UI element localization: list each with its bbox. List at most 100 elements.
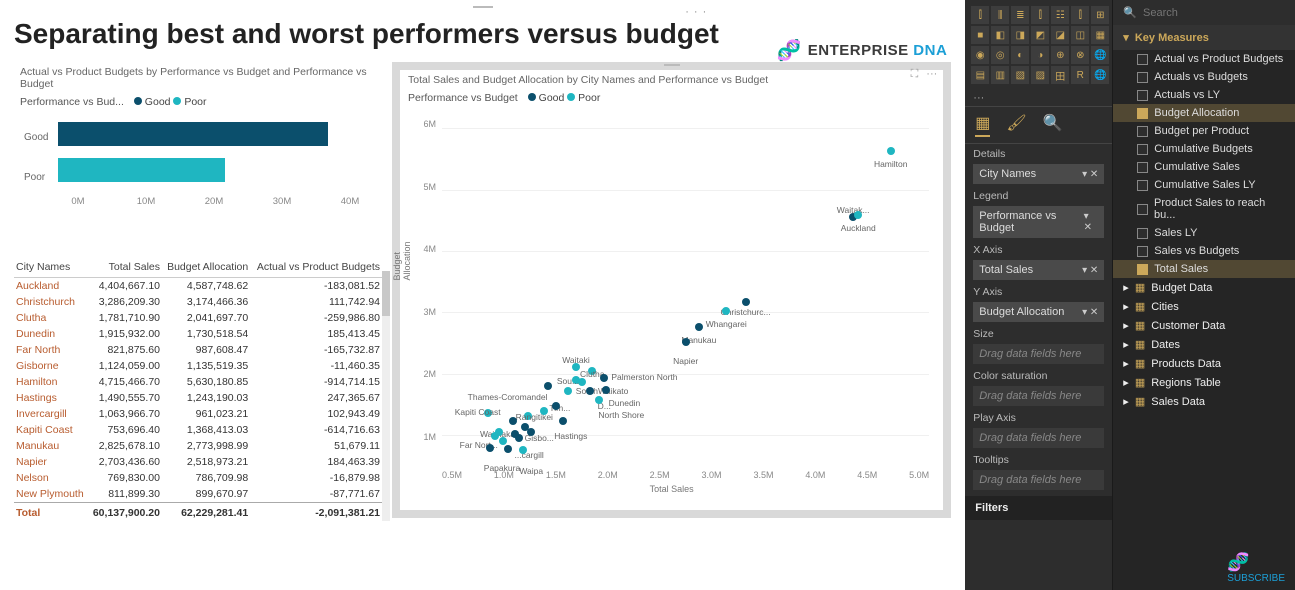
analytics-tab-icon[interactable]: 🔍	[1043, 113, 1063, 137]
table-row[interactable]: Far North821,875.60987,608.47-165,732.87	[14, 342, 382, 358]
scatter-point[interactable]	[511, 430, 519, 438]
viz-type-icon[interactable]: ≣	[1011, 6, 1029, 24]
viz-type-icon[interactable]: ▦	[1091, 26, 1109, 44]
scatter-point[interactable]	[602, 386, 610, 394]
table-row[interactable]: Nelson769,830.00786,709.98-16,879.98	[14, 470, 382, 486]
scatter-point[interactable]	[742, 298, 750, 306]
well-size[interactable]: Drag data fields here	[973, 344, 1104, 364]
field-measure[interactable]: Actuals vs LY	[1113, 86, 1295, 104]
field-measure[interactable]: Cumulative Sales LY	[1113, 176, 1295, 194]
viz-type-icon[interactable]: ⫿	[1031, 6, 1049, 24]
scatter-point[interactable]	[509, 417, 517, 425]
scatter-point[interactable]	[682, 338, 690, 346]
field-measure[interactable]: Actuals vs Budgets	[1113, 68, 1295, 86]
scatter-more-icon[interactable]: ···	[926, 68, 937, 81]
scatter-point[interactable]	[600, 374, 608, 382]
scatter-point[interactable]	[499, 437, 507, 445]
scatter-point[interactable]	[695, 323, 703, 331]
field-table[interactable]: ▸ ▦ Products Data	[1113, 354, 1295, 373]
table-scrollbar[interactable]	[382, 271, 390, 521]
viz-type-icon[interactable]: R	[1071, 66, 1089, 84]
field-measure[interactable]: Cumulative Budgets	[1113, 140, 1295, 158]
scatter-point[interactable]	[564, 387, 572, 395]
viz-type-icon[interactable]: ◫	[1071, 26, 1089, 44]
table-row[interactable]: Hamilton4,715,466.705,630,180.85-914,714…	[14, 374, 382, 390]
well-details[interactable]: City Names▾ ✕	[973, 164, 1104, 184]
viz-type-icon[interactable]: ⫿	[971, 6, 989, 24]
field-table[interactable]: ▸ ▦ Regions Table	[1113, 373, 1295, 392]
viz-type-icon[interactable]: ☷	[1051, 6, 1069, 24]
field-table[interactable]: ▸ ▦ Customer Data	[1113, 316, 1295, 335]
viz-type-icon[interactable]: ▧	[1011, 66, 1029, 84]
scatter-point[interactable]	[495, 428, 503, 436]
viz-type-icon[interactable]: ▨	[1031, 66, 1049, 84]
filters-header[interactable]: Filters	[965, 496, 1112, 520]
viz-type-icon[interactable]: ■	[971, 26, 989, 44]
scatter-chart-card[interactable]: ⛶ ··· Total Sales and Budget Allocation …	[392, 62, 951, 518]
field-table[interactable]: ▸ ▦ Budget Data	[1113, 278, 1295, 297]
scatter-point[interactable]	[559, 417, 567, 425]
viz-more-icon[interactable]: ···	[965, 90, 1112, 106]
table-card[interactable]: City NamesTotal SalesBudget AllocationAc…	[14, 257, 382, 521]
field-measure[interactable]: Budget Allocation	[1113, 104, 1295, 122]
well-tooltips[interactable]: Drag data fields here	[973, 470, 1104, 490]
viz-type-icon[interactable]: 🌐	[1091, 46, 1109, 64]
viz-type-icon[interactable]: ⫼	[991, 6, 1009, 24]
viz-type-icon[interactable]: ◉	[971, 46, 989, 64]
viz-type-icon[interactable]: ⊕	[1051, 46, 1069, 64]
bar-poor[interactable]	[58, 158, 225, 182]
table-row[interactable]: Napier2,703,436.602,518,973.21184,463.39	[14, 454, 382, 470]
scatter-point[interactable]	[504, 445, 512, 453]
table-row[interactable]: Auckland4,404,667.104,587,748.62-183,081…	[14, 278, 382, 295]
table-header[interactable]: Total Sales	[88, 257, 162, 278]
viz-type-icon[interactable]: ◑	[1031, 46, 1049, 64]
table-row[interactable]: Hastings1,490,555.701,243,190.03247,365.…	[14, 390, 382, 406]
field-measure[interactable]: Product Sales to reach bu...	[1113, 194, 1295, 224]
table-row[interactable]: Invercargill1,063,966.70961,023.21102,94…	[14, 406, 382, 422]
table-row[interactable]: Kapiti Coast753,696.401,368,413.03-614,7…	[14, 422, 382, 438]
field-table[interactable]: ▸ ▦ Sales Data	[1113, 392, 1295, 411]
table-row[interactable]: Manukau2,825,678.102,773,998.9951,679.11	[14, 438, 382, 454]
viz-type-icon[interactable]: ◐	[1011, 46, 1029, 64]
viz-type-icon[interactable]: ⊗	[1071, 46, 1089, 64]
scatter-drag-handle[interactable]	[664, 64, 680, 66]
well-playaxis[interactable]: Drag data fields here	[973, 428, 1104, 448]
scatter-point[interactable]	[540, 407, 548, 415]
field-table[interactable]: ▸ ▦ Cities	[1113, 297, 1295, 316]
card-more-icon[interactable]: · · ·	[685, 6, 707, 18]
viz-type-icon[interactable]: ◎	[991, 46, 1009, 64]
scatter-point[interactable]	[854, 211, 862, 219]
card-drag-handle[interactable]	[473, 6, 493, 8]
scatter-point[interactable]	[544, 382, 552, 390]
scatter-point[interactable]	[887, 147, 895, 155]
table-row[interactable]: Clutha1,781,710.902,041,697.70-259,986.8…	[14, 310, 382, 326]
bar-chart-card[interactable]: Actual vs Product Budgets by Performance…	[14, 62, 382, 247]
viz-type-icon[interactable]: ◪	[1051, 26, 1069, 44]
well-colorsat[interactable]: Drag data fields here	[973, 386, 1104, 406]
scatter-point[interactable]	[552, 402, 560, 410]
field-measure[interactable]: Budget per Product	[1113, 122, 1295, 140]
table-header[interactable]: Actual vs Product Budgets	[250, 257, 382, 278]
table-row[interactable]: Dunedin1,915,932.001,730,518.54185,413.4…	[14, 326, 382, 342]
field-measure[interactable]: Sales LY	[1113, 224, 1295, 242]
field-measure[interactable]: Cumulative Sales	[1113, 158, 1295, 176]
fields-tab-icon[interactable]: ▦	[975, 113, 990, 137]
format-tab-icon[interactable]: 🖌	[1006, 113, 1026, 137]
subscribe-badge[interactable]: 🧬 SUBSCRIBE	[1227, 552, 1285, 584]
viz-type-icon[interactable]: ◩	[1031, 26, 1049, 44]
viz-type-icon[interactable]: ▥	[991, 66, 1009, 84]
table-header[interactable]: City Names	[14, 257, 88, 278]
scatter-point[interactable]	[722, 307, 730, 315]
table-row[interactable]: Gisborne1,124,059.001,135,519.35-11,460.…	[14, 358, 382, 374]
scatter-point[interactable]	[527, 428, 535, 436]
search-input[interactable]	[1143, 7, 1285, 19]
viz-type-icon[interactable]: ▤	[971, 66, 989, 84]
field-measure[interactable]: Actual vs Product Budgets	[1113, 50, 1295, 68]
viz-type-icon[interactable]: ⊞	[1091, 6, 1109, 24]
field-measure[interactable]: Total Sales	[1113, 260, 1295, 278]
focus-mode-icon[interactable]: ⛶	[911, 68, 919, 81]
fields-group-header[interactable]: ▾ Key Measures	[1113, 25, 1295, 50]
well-xaxis[interactable]: Total Sales▾ ✕	[973, 260, 1104, 280]
viz-type-icon[interactable]: 田	[1051, 66, 1069, 84]
viz-type-icon[interactable]: ⫿	[1071, 6, 1089, 24]
